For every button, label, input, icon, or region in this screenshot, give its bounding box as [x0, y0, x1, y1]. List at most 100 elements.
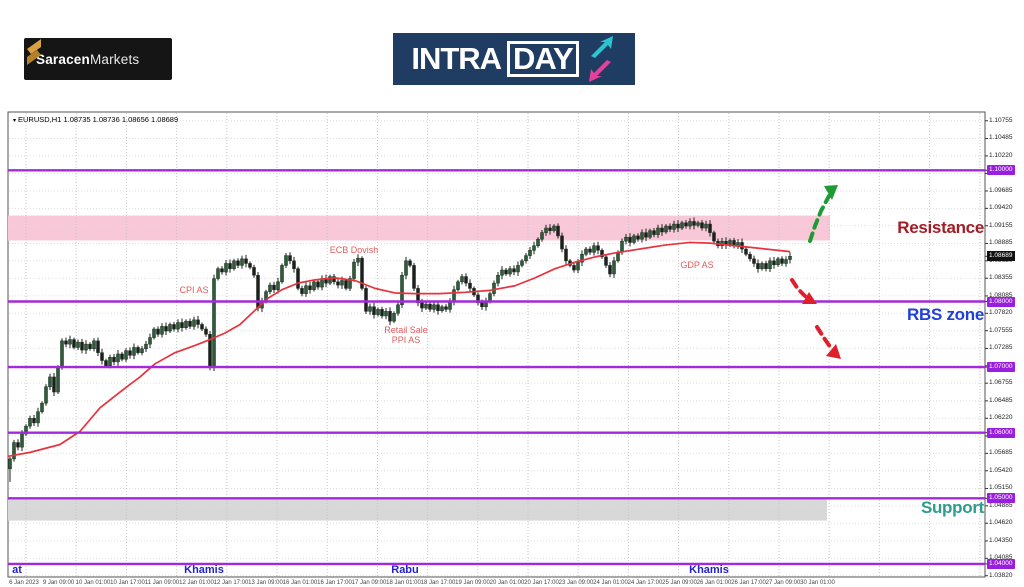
candle-body	[508, 268, 512, 275]
time-axis-label: 16 Jan 17:00	[317, 580, 352, 586]
candle-body	[344, 280, 348, 289]
saracen-bold-text: Saracen	[36, 51, 90, 67]
candle-body	[32, 418, 36, 424]
candle-body	[40, 402, 44, 412]
ohlc-readout: EURUSD,H1 1.08735 1.08736 1.08656 1.0868…	[18, 115, 179, 124]
candle-body	[676, 223, 680, 229]
candle-body	[312, 281, 316, 290]
candle-body	[56, 366, 60, 393]
candle-body	[592, 245, 596, 253]
candle-body	[240, 258, 244, 266]
candle-body	[560, 235, 564, 250]
candle-body	[704, 223, 708, 229]
candle-body	[144, 343, 148, 349]
candle-body	[88, 343, 92, 349]
candle-body	[584, 248, 588, 255]
candle-body	[372, 306, 376, 315]
candle-body	[8, 458, 12, 470]
candle-body	[428, 303, 432, 310]
price-axis-label: 1.09685	[989, 186, 1013, 194]
candle-body	[496, 275, 500, 284]
current-price-label: 1.08689	[987, 251, 1015, 262]
candle-body	[216, 268, 220, 279]
candle-body	[192, 319, 196, 327]
time-axis-label: 26 Jan 17:00	[731, 580, 766, 586]
candle-body	[628, 236, 632, 243]
candle-body	[404, 260, 408, 276]
candle-body	[696, 222, 700, 226]
candle-body	[248, 263, 252, 268]
candle-body	[316, 281, 320, 288]
price-axis-label: 1.04885	[989, 501, 1013, 509]
saracen-s-icon	[27, 39, 41, 65]
level-price-label: 1.05000	[987, 493, 1015, 504]
time-axis-label: 25 Jan 09:00	[662, 580, 697, 586]
candle-body	[172, 324, 176, 330]
red-down-arrow-1-head	[802, 292, 817, 304]
price-axis-label: 1.07285	[989, 344, 1013, 352]
candle-body	[360, 257, 364, 289]
candle-body	[564, 248, 568, 262]
candle-body	[16, 442, 20, 448]
candle-body	[380, 309, 384, 317]
candle-body	[524, 255, 528, 262]
candle-body	[636, 235, 640, 240]
candle-body	[132, 347, 136, 356]
candle-body	[456, 281, 460, 290]
candle-body	[340, 280, 344, 286]
day-separator-label: Khamis	[689, 564, 729, 576]
candle-body	[412, 265, 416, 289]
candle-body	[504, 269, 508, 275]
price-axis-label: 1.03820	[989, 571, 1013, 579]
candle-body	[580, 254, 584, 263]
level-price-label: 1.10000	[987, 165, 1015, 176]
candle-body	[668, 225, 672, 230]
time-axis-label: 26 Jan 01:00	[696, 580, 732, 586]
candle-body	[60, 340, 64, 368]
candle-body	[596, 245, 600, 251]
red-down-arrow-1	[790, 278, 807, 298]
price-axis-label: 1.05685	[989, 449, 1013, 457]
candle-body	[368, 306, 372, 312]
candle-body	[444, 306, 448, 310]
candle-body	[92, 340, 96, 349]
candle-body	[516, 265, 520, 273]
time-axis-label: 19 Jan 09:00	[455, 580, 490, 586]
candle-body	[660, 227, 664, 233]
candle-body	[296, 268, 300, 289]
candle-body	[304, 285, 308, 294]
candle-body	[36, 411, 40, 424]
green-up-arrow	[808, 194, 831, 243]
candle-body	[644, 232, 648, 238]
time-axis-label: 11 Jan 09:00	[144, 580, 180, 586]
ma-line	[7, 241, 791, 458]
candle-body	[72, 339, 76, 348]
candle-body	[188, 320, 192, 327]
candle-body	[536, 238, 540, 246]
level-price-label: 1.07000	[987, 362, 1015, 373]
candle-body	[116, 353, 120, 363]
candle-body	[244, 258, 248, 264]
candle-body	[104, 360, 108, 367]
rbs-zone-label: RBS zone	[907, 305, 984, 324]
candle-body	[180, 322, 184, 328]
candle-body	[780, 258, 784, 264]
candle-body	[600, 250, 604, 258]
candle-body	[528, 250, 532, 256]
candle-body	[336, 281, 340, 286]
chart-border	[7, 111, 986, 578]
time-axis-label: 6 Jan 2023	[9, 580, 39, 586]
candle-body	[632, 235, 636, 243]
candle-body	[788, 255, 792, 260]
price-axis-label: 1.08885	[989, 239, 1013, 247]
day-separator-label: Khamis	[184, 564, 224, 576]
time-axis-label: 18 Jan 17:00	[420, 580, 456, 586]
candle-body	[64, 340, 68, 345]
candle-body	[760, 263, 764, 269]
candle-body	[540, 232, 544, 240]
candle-body	[28, 418, 32, 427]
day-separator-label: at	[12, 564, 22, 576]
candle-body	[108, 357, 112, 367]
intraday-text-intra: INTRA	[411, 41, 502, 76]
